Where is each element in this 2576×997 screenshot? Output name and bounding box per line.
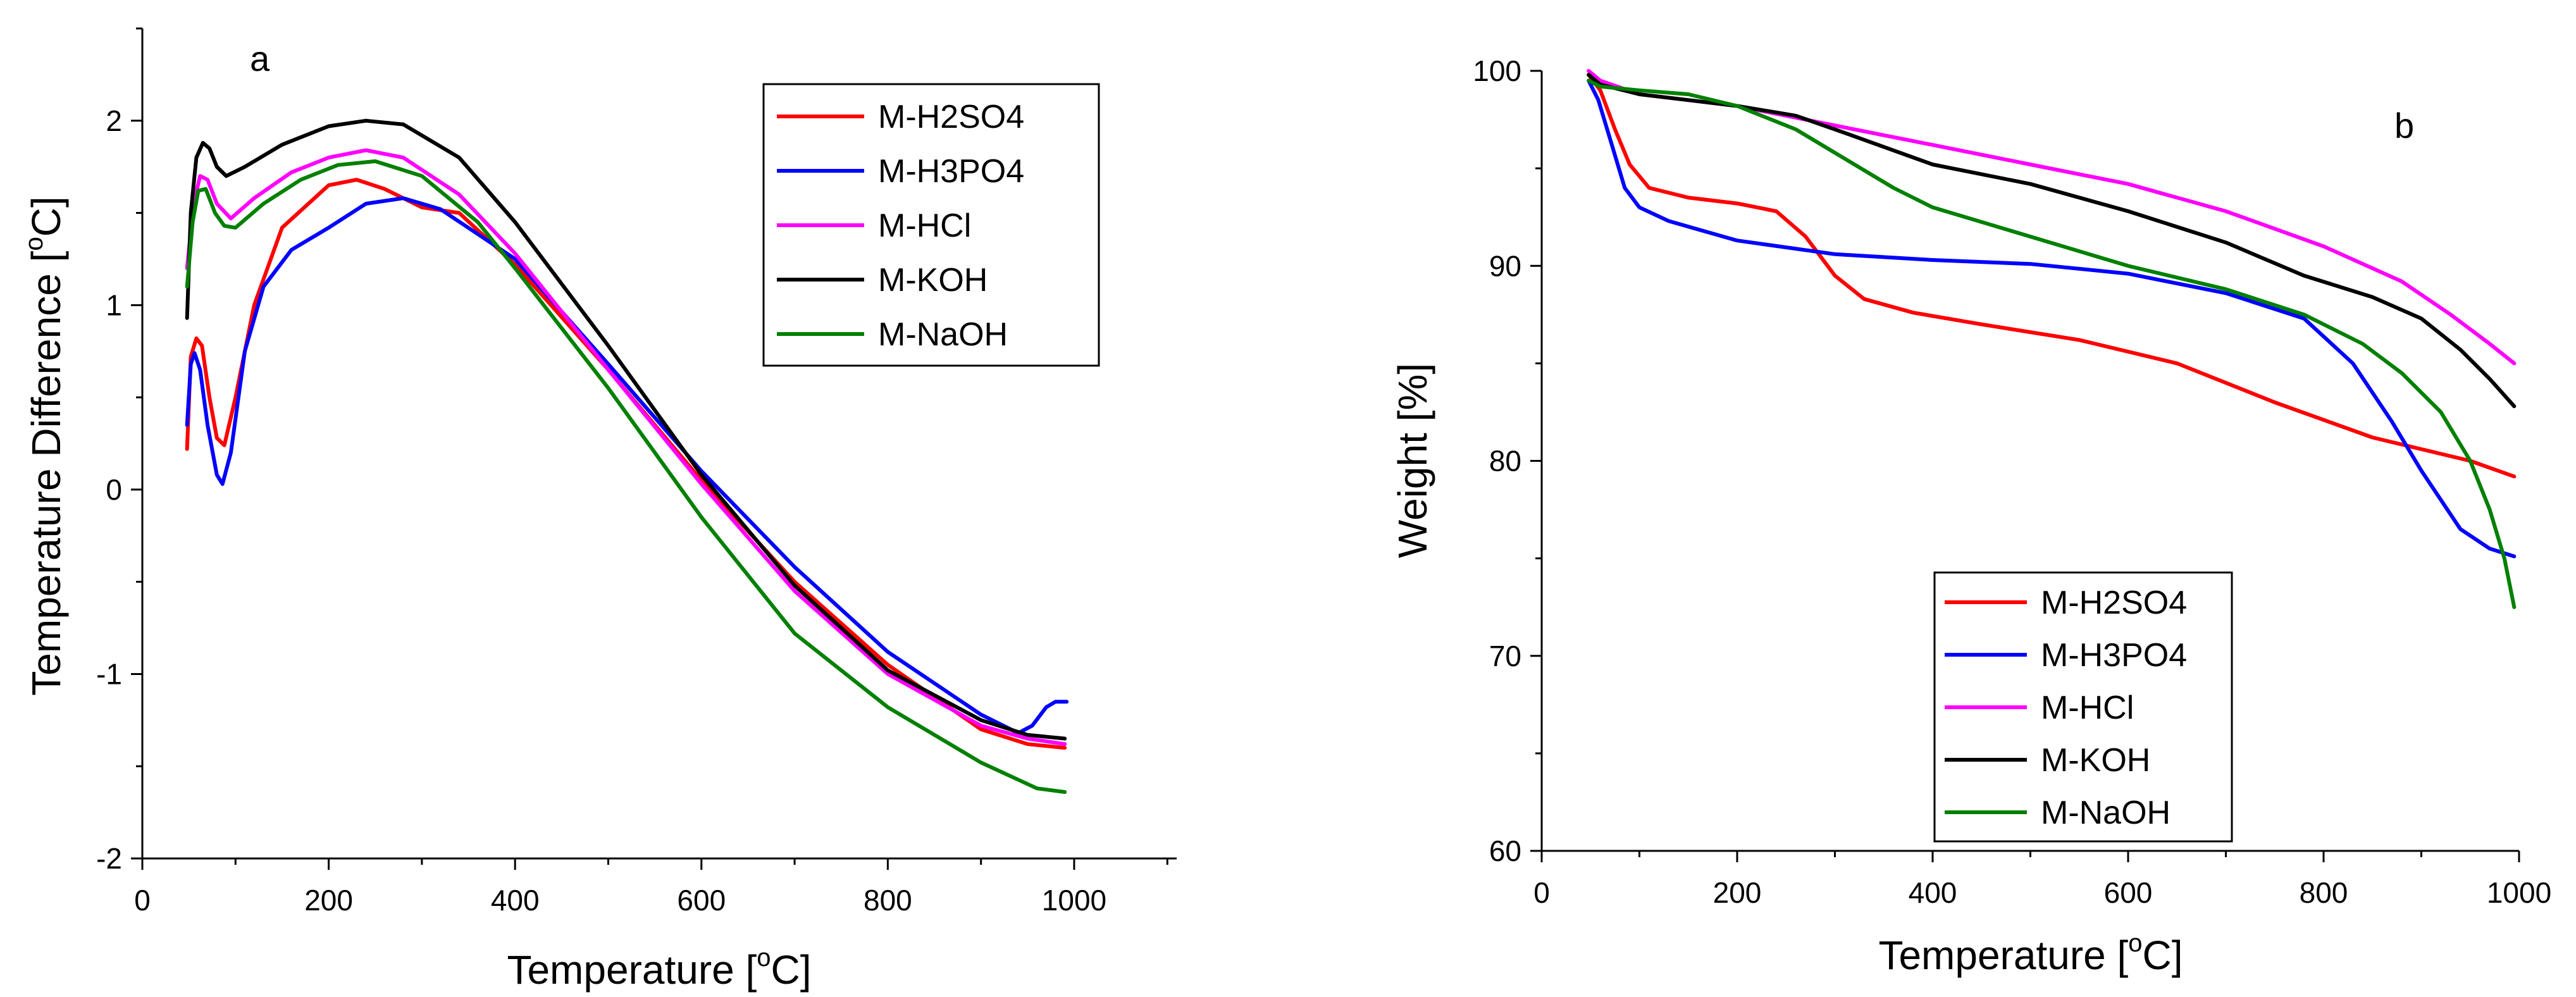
panel-a-x-tick-label: 800 xyxy=(864,884,912,917)
panel-b-x-tick-label: 200 xyxy=(1713,876,1762,909)
panel-b-legend: M-H2SO4 M-H3PO4 M-HCl M-KOH M-NaOH xyxy=(1933,571,2233,843)
panel-a-y-tick-label: -1 xyxy=(96,657,122,690)
panel-a-label: a xyxy=(250,39,270,78)
panel-a-legend-label: M-H3PO4 xyxy=(878,153,1024,190)
panel-b-x-tick-label: 800 xyxy=(2300,876,2348,909)
panel-a-series-line-m-hcl xyxy=(185,148,1067,746)
panel-b-series-line-m-naoh xyxy=(1587,78,2517,609)
panel-a-x-tick-label: 400 xyxy=(491,884,540,917)
panel-a-legend: M-H2SO4 M-H3PO4 M-HCl M-KOH M-NaOH xyxy=(762,83,1100,367)
panel-b-legend-label: M-HCl xyxy=(2041,690,2134,726)
panel-a-legend-label: M-KOH xyxy=(878,262,988,299)
panel-a-x-tick-label: 1000 xyxy=(1042,884,1106,917)
panel-a-legend-label: M-NaOH xyxy=(878,316,1008,353)
panel-a-x-tick-label: 600 xyxy=(677,884,726,917)
panel-a-legend-label: M-HCl xyxy=(878,207,971,244)
panel-b-ticks: 0 200 400 600 800 1000 60 70 80 90 100 xyxy=(1473,54,2551,909)
panel-b-chart: 0 200 400 600 800 1000 60 70 80 90 100 b Temperatu… xyxy=(1390,54,2551,978)
panel-b-x-tick-label: 400 xyxy=(1909,876,1957,909)
panel-b-y-tick-label: 70 xyxy=(1489,640,1521,672)
panel-b-y-axis-title: Weight [%] xyxy=(1390,363,1435,558)
panel-b-series-line-m-h3po4 xyxy=(1587,78,2517,559)
panel-a-y-tick-label: 2 xyxy=(106,104,122,137)
panel-b-y-tick-label: 100 xyxy=(1473,54,1521,87)
panel-a-y-axis-title: Temperature Difference [oC] xyxy=(20,196,69,695)
panel-b-legend-label: M-NaOH xyxy=(2041,795,2170,831)
panel-b-legend-label: M-H3PO4 xyxy=(2041,637,2187,674)
panel-a-y-tick-label: 0 xyxy=(106,473,122,506)
panel-b-label: b xyxy=(2394,106,2414,146)
panel-a-series-line-m-koh xyxy=(185,118,1067,741)
panel-b-y-tick-label: 60 xyxy=(1489,834,1521,867)
panel-b-series-line-m-koh xyxy=(1587,73,2517,409)
panel-a-y-tick-label: -2 xyxy=(96,842,122,875)
panel-b-series xyxy=(1587,69,2517,609)
panel-b-x-axis-title: Temperature [oC] xyxy=(1878,929,2183,978)
panel-b-y-tick-label: 80 xyxy=(1489,445,1521,478)
panel-a-ticks: 0 200 400 600 800 1000 -2 -1 0 1 2 xyxy=(96,27,1168,917)
panel-b-x-tick-label: 0 xyxy=(1533,876,1550,909)
panel-a-chart: 0 200 400 600 800 1000 -2 -1 0 1 2 a Temperature [… xyxy=(20,27,1177,993)
panel-a-legend-label: M-H2SO4 xyxy=(878,99,1024,135)
panel-b-legend-label: M-H2SO4 xyxy=(2041,585,2187,621)
panel-b-series-line-m-h2so4 xyxy=(1587,73,2517,479)
panel-b-legend-label: M-KOH xyxy=(2041,742,2150,779)
panel-a-y-tick-label: 1 xyxy=(106,288,122,321)
panel-b-x-tick-label: 1000 xyxy=(2487,876,2551,909)
panel-b-y-tick-label: 90 xyxy=(1489,249,1521,282)
panel-a-series xyxy=(185,118,1069,794)
panel-b-x-tick-label: 600 xyxy=(2104,876,2153,909)
panel-a-x-tick-label: 0 xyxy=(134,884,151,917)
panel-a-x-tick-label: 200 xyxy=(304,884,353,917)
panel-a-series-line-m-naoh xyxy=(185,159,1067,794)
panel-b-series-line-m-hcl xyxy=(1587,69,2517,366)
panel-a-x-axis-title: Temperature [oC] xyxy=(507,944,811,993)
panel-a-series-line-m-h2so4 xyxy=(185,178,1067,750)
